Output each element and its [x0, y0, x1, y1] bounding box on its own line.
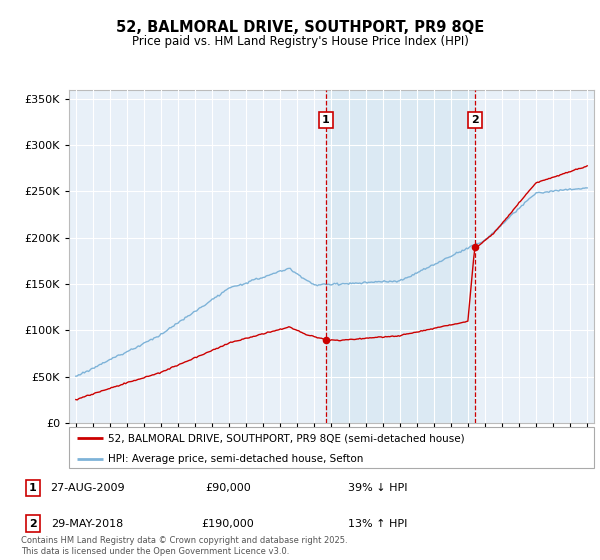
Bar: [326, 90, 475, 423]
Text: 13% ↑ HPI: 13% ↑ HPI: [348, 519, 407, 529]
Text: 52, BALMORAL DRIVE, SOUTHPORT, PR9 8QE (semi-detached house): 52, BALMORAL DRIVE, SOUTHPORT, PR9 8QE (…: [109, 433, 465, 443]
Text: 1: 1: [322, 115, 330, 125]
Point: [470, 242, 480, 251]
Text: £190,000: £190,000: [202, 519, 254, 529]
Text: 27-AUG-2009: 27-AUG-2009: [50, 483, 124, 493]
Point: [321, 335, 331, 344]
Text: 1: 1: [29, 483, 37, 493]
Text: 52, BALMORAL DRIVE, SOUTHPORT, PR9 8QE: 52, BALMORAL DRIVE, SOUTHPORT, PR9 8QE: [116, 20, 484, 35]
Text: 39% ↓ HPI: 39% ↓ HPI: [348, 483, 407, 493]
Text: 29-MAY-2018: 29-MAY-2018: [51, 519, 123, 529]
Text: £90,000: £90,000: [205, 483, 251, 493]
Text: Price paid vs. HM Land Registry's House Price Index (HPI): Price paid vs. HM Land Registry's House …: [131, 35, 469, 48]
Text: Contains HM Land Registry data © Crown copyright and database right 2025.
This d: Contains HM Land Registry data © Crown c…: [21, 536, 347, 556]
Text: 2: 2: [29, 519, 37, 529]
Text: 2: 2: [471, 115, 479, 125]
FancyBboxPatch shape: [69, 427, 594, 468]
Text: HPI: Average price, semi-detached house, Sefton: HPI: Average price, semi-detached house,…: [109, 454, 364, 464]
